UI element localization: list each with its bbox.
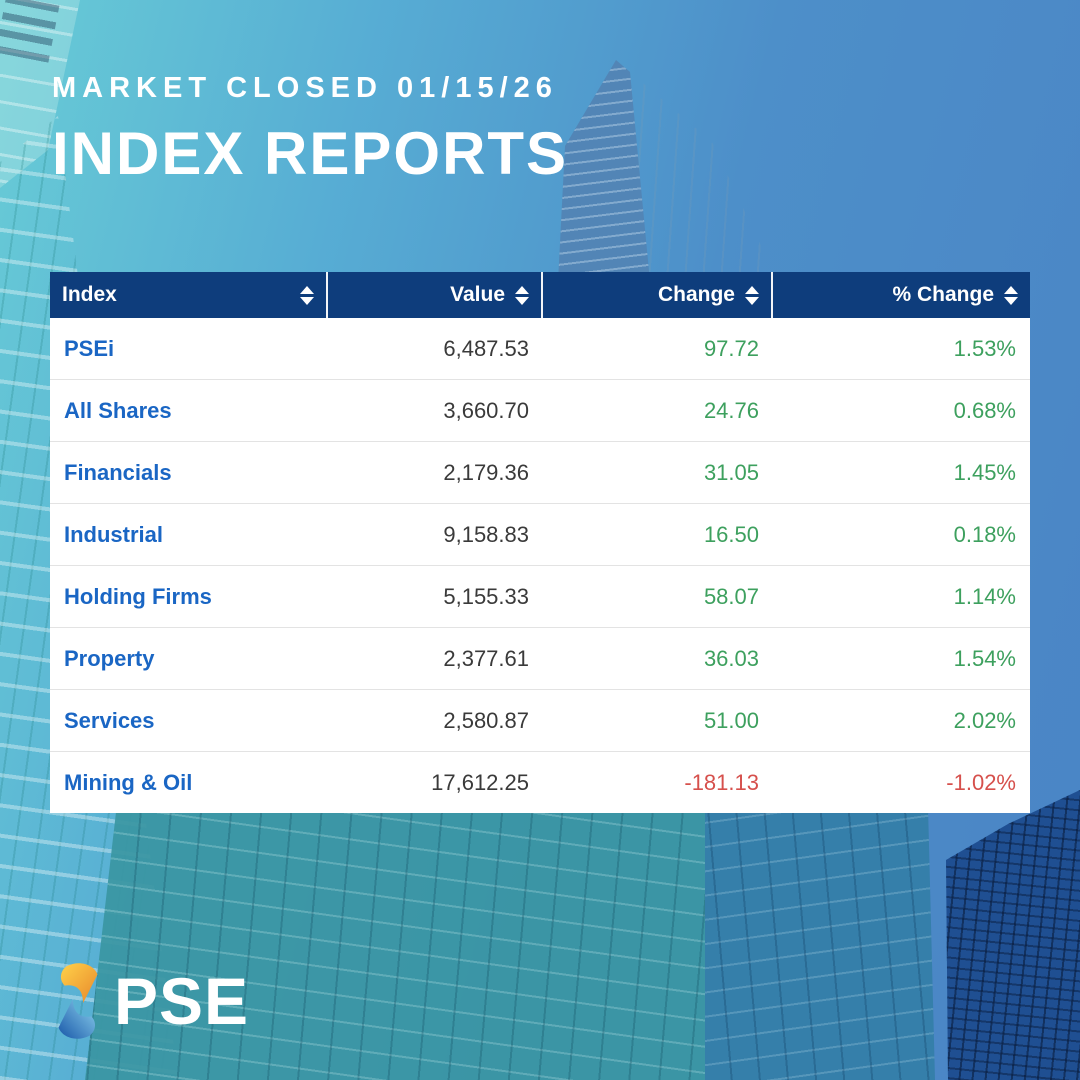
column-header-index[interactable]: Index (50, 272, 328, 318)
table-header-row: Index Value Change % Change (50, 272, 1030, 318)
column-header-value[interactable]: Value (328, 272, 543, 318)
change-cell: 58.07 (703, 583, 759, 609)
change-cell: 24.76 (703, 397, 759, 423)
pse-logo: PSE (52, 960, 249, 1042)
pct-change-cell: 2.02% (953, 707, 1016, 733)
pct-change-cell: 1.53% (953, 335, 1016, 361)
pct-change-cell: 0.18% (953, 521, 1016, 547)
pct-change-cell: 1.54% (953, 645, 1016, 671)
value-cell: 3,660.70 (443, 397, 529, 423)
value-cell: 9,158.83 (443, 521, 529, 547)
value-cell: 5,155.33 (443, 583, 529, 609)
sort-icon[interactable] (515, 285, 529, 305)
page-header: MARKET CLOSED 01/15/26 INDEX REPORTS (52, 72, 568, 188)
table-row: Industrial 9,158.83 16.50 0.18% (50, 504, 1030, 566)
index-cell: Industrial (50, 522, 328, 548)
table-row: Property 2,377.61 36.03 1.54% (50, 628, 1030, 690)
column-header-value-label: Value (450, 283, 505, 306)
pct-change-cell: -1.02% (946, 769, 1016, 795)
value-cell: 2,377.61 (443, 645, 529, 671)
index-name-link[interactable]: Financials (64, 459, 172, 485)
table-row: Financials 2,179.36 31.05 1.45% (50, 442, 1030, 504)
table-body: PSEi 6,487.53 97.72 1.53% All Shares 3,6… (50, 318, 1030, 813)
table-row: All Shares 3,660.70 24.76 0.68% (50, 380, 1030, 442)
value-cell: 2,179.36 (443, 459, 529, 485)
index-name-link[interactable]: Holding Firms (64, 583, 212, 609)
pct-change-cell: 1.45% (953, 459, 1016, 485)
pse-logo-icon (58, 963, 98, 1039)
column-header-pct-change[interactable]: % Change (773, 272, 1030, 318)
market-status-text: MARKET CLOSED 01/15/26 (52, 72, 558, 104)
change-cell: 51.00 (703, 707, 759, 733)
index-name-link[interactable]: Industrial (64, 521, 164, 547)
index-name-link[interactable]: Mining & Oil (64, 769, 193, 795)
column-header-change[interactable]: Change (543, 272, 773, 318)
column-header-pct-change-label: % Change (892, 283, 994, 306)
table-row: Mining & Oil 17,612.25 -181.13 -1.02% (50, 752, 1030, 813)
index-cell: Holding Firms (50, 584, 328, 610)
pct-change-cell: 1.14% (953, 583, 1016, 609)
page-title: INDEX REPORTS (52, 120, 569, 187)
value-cell: 17,612.25 (431, 769, 529, 795)
table-row: Services 2,580.87 51.00 2.02% (50, 690, 1030, 752)
change-cell: 97.72 (703, 335, 759, 361)
sort-icon[interactable] (1004, 285, 1018, 305)
value-cell: 6,487.53 (443, 335, 529, 361)
change-cell: 31.05 (703, 459, 759, 485)
index-cell: Mining & Oil (50, 770, 328, 796)
table-row: PSEi 6,487.53 97.72 1.53% (50, 318, 1030, 380)
index-name-link[interactable]: Services (64, 707, 155, 733)
table-row: Holding Firms 5,155.33 58.07 1.14% (50, 566, 1030, 628)
index-cell: All Shares (50, 398, 328, 424)
sort-icon[interactable] (300, 285, 314, 305)
index-table: Index Value Change % Change PSEi 6,487.5… (50, 272, 1030, 813)
change-cell: 36.03 (703, 645, 759, 671)
index-cell: Financials (50, 460, 328, 486)
change-cell: 16.50 (703, 521, 759, 547)
change-cell: -181.13 (684, 769, 759, 795)
index-cell: Property (50, 646, 328, 672)
index-name-link[interactable]: PSEi (64, 335, 115, 361)
index-name-link[interactable]: All Shares (64, 397, 172, 423)
value-cell: 2,580.87 (443, 707, 529, 733)
column-header-index-label: Index (62, 283, 117, 306)
index-name-link[interactable]: Property (64, 645, 155, 671)
index-cell: Services (50, 708, 328, 734)
index-cell: PSEi (50, 336, 328, 362)
pct-change-cell: 0.68% (953, 397, 1016, 423)
column-header-change-label: Change (657, 283, 735, 306)
pse-logo-text: PSE (114, 964, 250, 1038)
sort-icon[interactable] (745, 285, 759, 305)
